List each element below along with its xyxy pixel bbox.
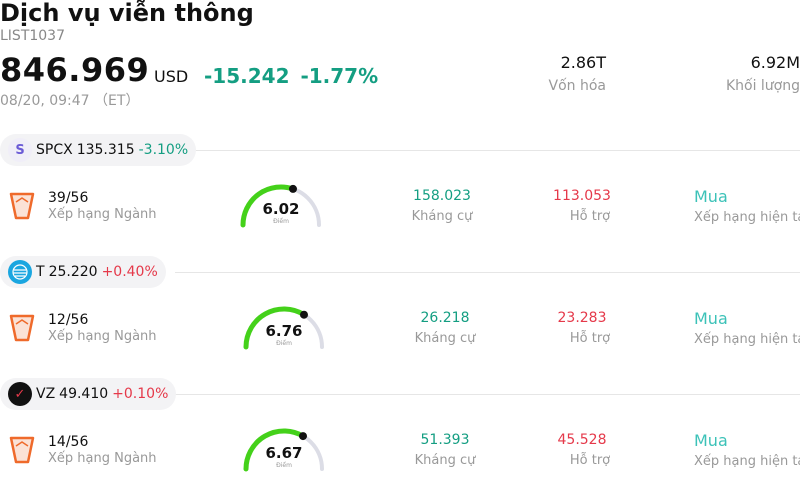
rating-label: Xếp hạng hiện tại — [694, 332, 800, 347]
divider — [175, 394, 800, 395]
market-cap-value: 2.86T — [560, 53, 606, 72]
resistance-value: 158.023 — [413, 188, 471, 204]
timestamp: 08/20, 09:47 （ET） — [0, 93, 140, 109]
stock-ticker: VZ — [36, 386, 56, 402]
score-gauge — [243, 306, 324, 350]
page-title: Dịch vụ viễn thông — [0, 0, 254, 27]
divider — [175, 272, 800, 273]
support-value: 45.528 — [557, 432, 607, 448]
stock-change-percent: -3.10% — [138, 142, 189, 158]
rating-value: Mua — [694, 309, 728, 328]
change-percent: -1.77% — [300, 64, 379, 88]
resistance-label: Kháng cự — [411, 209, 473, 224]
resistance-label: Kháng cự — [414, 331, 476, 346]
stock-ticker: SPCX — [36, 142, 73, 158]
industry-rank-value: 14/56 — [48, 434, 89, 450]
stock-pill[interactable]: S SPCX 135.315 -3.10% — [0, 134, 197, 166]
score-gauge — [243, 428, 324, 472]
stock-price: 25.220 — [48, 264, 98, 280]
score-gauge — [240, 184, 321, 228]
industry-rank-value: 39/56 — [48, 190, 89, 206]
rating-label: Xếp hạng hiện tại — [694, 210, 800, 225]
verizon-logo-icon: ✓ — [8, 382, 32, 406]
support-label: Hỗ trợ — [569, 453, 611, 468]
spcx-logo-icon: S — [8, 138, 32, 162]
stock-price: 135.315 — [76, 142, 135, 158]
support-value: 23.283 — [557, 310, 607, 326]
resistance-value: 51.393 — [420, 432, 470, 448]
score-label: Điểm — [273, 218, 289, 225]
stock-pill[interactable]: ✓ VZ 49.410 +0.10% — [0, 378, 177, 410]
support-label: Hỗ trợ — [569, 331, 611, 346]
support-value: 113.053 — [553, 188, 611, 204]
volume-label: Khối lượng — [725, 78, 800, 94]
market-cap-label: Vốn hóa — [548, 78, 606, 94]
score-label: Điểm — [276, 462, 292, 469]
industry-rank-label: Xếp hạng Ngành — [48, 451, 157, 466]
industry-rank-icon — [9, 192, 35, 220]
industry-rank-icon — [9, 314, 35, 342]
divider — [195, 150, 800, 151]
change-value: -15.242 — [204, 64, 290, 88]
rating-label: Xếp hạng hiện tại — [694, 454, 800, 469]
resistance-value: 26.218 — [420, 310, 470, 326]
rating-value: Mua — [694, 187, 728, 206]
score-value: 6.67 — [265, 444, 303, 462]
stock-change-percent: +0.10% — [112, 386, 169, 402]
industry-rank-label: Xếp hạng Ngành — [48, 329, 157, 344]
score-value: 6.76 — [265, 322, 303, 340]
stock-price: 49.410 — [59, 386, 109, 402]
stock-change-percent: +0.40% — [101, 264, 158, 280]
industry-rank-label: Xếp hạng Ngành — [48, 207, 157, 222]
stock-pill[interactable]: T 25.220 +0.40% — [0, 256, 166, 288]
stock-ticker: T — [36, 264, 45, 280]
currency-label: USD — [154, 67, 189, 86]
score-label: Điểm — [276, 340, 292, 347]
price-change: -15.242 -1.77% — [204, 64, 378, 88]
att-logo-icon — [8, 260, 32, 284]
industry-rank-icon — [9, 436, 35, 464]
resistance-label: Kháng cự — [414, 453, 476, 468]
sector-code: LIST1037 — [0, 28, 65, 44]
sector-price: 846.969 — [0, 51, 150, 89]
rating-value: Mua — [694, 431, 728, 450]
industry-rank-value: 12/56 — [48, 312, 89, 328]
support-label: Hỗ trợ — [569, 209, 611, 224]
score-value: 6.02 — [262, 200, 300, 218]
volume-value: 6.92M — [750, 53, 800, 72]
